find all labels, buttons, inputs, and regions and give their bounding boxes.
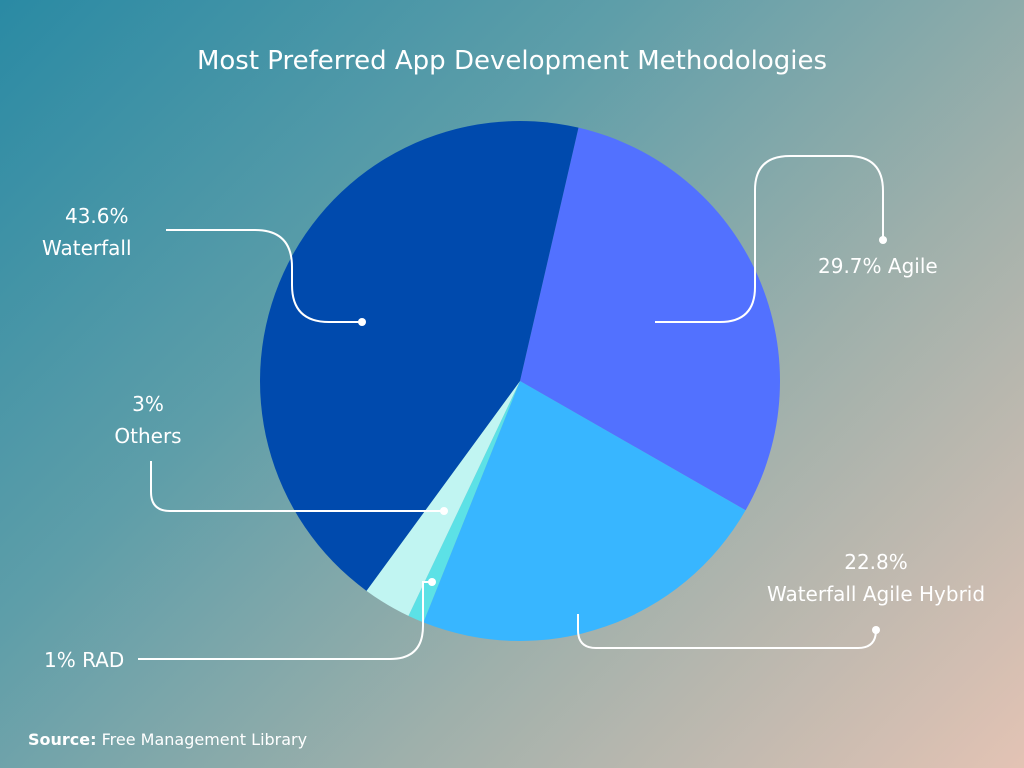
pie-slice-waterfall-agile-hybrid [423, 381, 746, 641]
pie-slice-others [366, 381, 520, 616]
label-rad: 1% RAD [44, 648, 125, 672]
marker-waterfall [358, 318, 366, 326]
label-waterfall-pct: 43.6% [64, 204, 129, 228]
pie-slice-rad [408, 381, 520, 623]
leader-line-hybrid [577, 614, 877, 649]
marker-hybrid [872, 626, 880, 634]
pie-slice-agile [520, 127, 780, 511]
source-note: Source: Free Management Library [28, 730, 307, 749]
label-hybrid-name: Waterfall Agile Hybrid [766, 582, 986, 606]
label-waterfall: 43.6% Waterfall [42, 200, 132, 264]
label-others-name: Others [114, 424, 182, 448]
label-hybrid-pct: 22.8% [844, 550, 908, 574]
label-others-pct: 3% [132, 392, 164, 416]
pie-slice-waterfall [260, 121, 579, 591]
leader-line-rad [138, 581, 432, 660]
label-agile: 29.7% Agile [818, 254, 938, 278]
label-waterfall-name: Waterfall [42, 236, 132, 260]
label-hybrid: 22.8% Waterfall Agile Hybrid [748, 546, 1004, 610]
marker-agile [879, 236, 887, 244]
leader-lines [138, 155, 884, 660]
source-label: Source: [28, 730, 97, 749]
source-text: Free Management Library [101, 730, 308, 749]
chart-title: Most Preferred App Development Methodolo… [196, 46, 828, 76]
marker-others [440, 507, 448, 515]
marker-rad [428, 578, 436, 586]
leader-line-agile [655, 155, 884, 323]
leader-line-others [150, 461, 444, 512]
label-others: 3% Others [100, 388, 196, 452]
leader-line-waterfall [166, 229, 362, 323]
